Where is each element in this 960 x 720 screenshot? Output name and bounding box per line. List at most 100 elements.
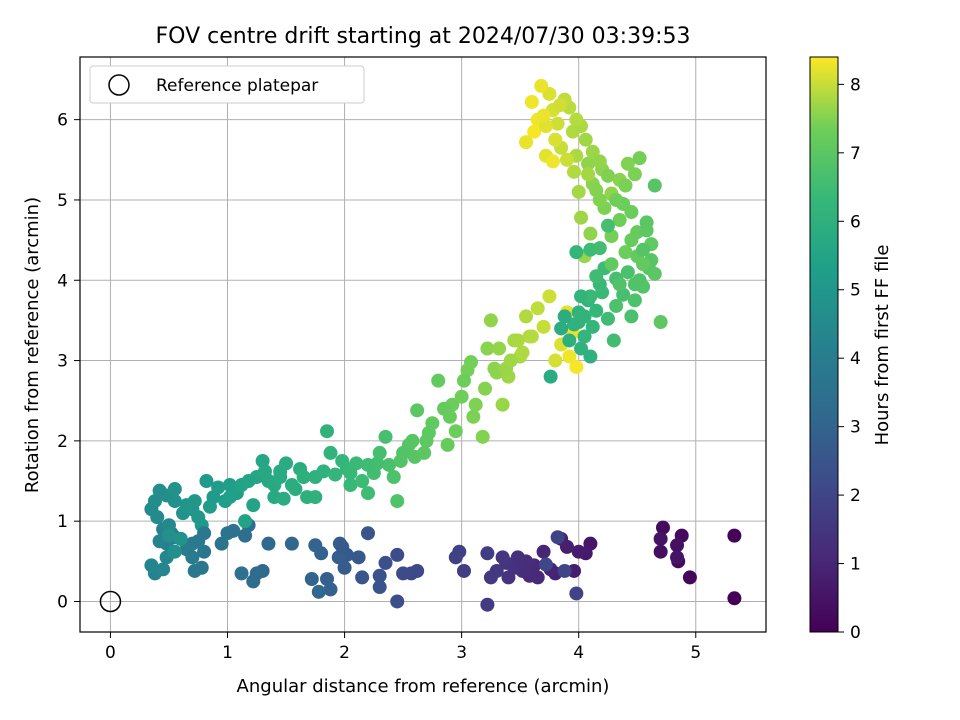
data-point — [386, 470, 401, 485]
data-point — [480, 341, 495, 356]
colorbar-tick-label: 2 — [850, 486, 861, 506]
colorbar-tick-label: 5 — [850, 281, 861, 301]
data-point — [199, 474, 214, 489]
data-point — [577, 329, 592, 344]
data-point — [167, 544, 182, 559]
data-point — [261, 536, 276, 551]
data-point — [604, 257, 619, 272]
data-point — [639, 215, 654, 230]
data-point — [510, 333, 525, 348]
x-tick-label: 2 — [339, 643, 350, 663]
data-point — [536, 319, 551, 334]
data-point — [647, 266, 662, 281]
data-point — [585, 144, 600, 159]
data-point — [337, 560, 352, 575]
colorbar-tick-label: 0 — [850, 623, 861, 643]
data-point — [578, 132, 593, 147]
data-point — [567, 164, 582, 179]
data-point — [246, 574, 261, 589]
y-tick-label: 5 — [57, 191, 68, 211]
data-point — [627, 293, 642, 308]
y-tick-label: 0 — [57, 592, 68, 612]
data-point — [296, 470, 311, 485]
data-point — [727, 591, 742, 606]
data-point — [483, 570, 498, 585]
data-point — [571, 544, 586, 559]
data-point — [562, 333, 577, 348]
data-point — [569, 245, 584, 260]
data-point — [478, 381, 493, 396]
data-point — [335, 539, 350, 554]
y-tick-label: 1 — [57, 512, 68, 532]
data-point — [214, 536, 229, 551]
data-point — [390, 494, 405, 509]
x-axis-label: Angular distance from reference (arcmin) — [237, 676, 610, 697]
data-point — [543, 369, 558, 384]
data-point — [538, 119, 553, 134]
data-point — [548, 132, 563, 147]
legend-marker-icon — [108, 74, 130, 96]
data-point — [527, 124, 542, 139]
data-point — [355, 474, 370, 489]
data-point — [161, 528, 176, 543]
data-point — [257, 464, 272, 479]
data-point — [612, 277, 627, 292]
data-point — [456, 563, 471, 578]
data-point — [440, 437, 455, 452]
data-point — [431, 373, 446, 388]
data-point — [187, 494, 202, 509]
data-point — [323, 445, 338, 460]
data-point — [167, 482, 182, 497]
data-point — [492, 341, 507, 356]
data-point — [288, 482, 303, 497]
data-point — [156, 562, 171, 577]
y-axis-ticks: 0 1 2 3 4 5 6 — [57, 111, 80, 612]
data-point — [466, 409, 481, 424]
data-point — [632, 151, 647, 166]
data-point — [378, 429, 393, 444]
data-point — [636, 242, 651, 257]
data-point — [147, 494, 162, 509]
data-point — [448, 424, 463, 439]
data-point — [238, 528, 253, 543]
data-point — [574, 210, 589, 225]
data-point — [351, 550, 366, 565]
data-point — [343, 478, 358, 493]
data-point — [191, 534, 206, 549]
y-axis-label: Rotation from reference (arcmin) — [22, 197, 43, 493]
data-point — [618, 245, 633, 260]
data-point — [600, 311, 615, 326]
colorbar-tick-label: 4 — [850, 349, 861, 369]
data-point — [396, 445, 411, 460]
data-point — [592, 241, 607, 256]
data-point — [167, 494, 182, 509]
data-point — [653, 544, 668, 559]
data-point — [574, 341, 589, 356]
data-point — [581, 156, 596, 171]
data-point — [627, 167, 642, 182]
data-point — [589, 303, 604, 318]
data-point — [360, 486, 375, 501]
colorbar-tick-label: 6 — [850, 212, 861, 232]
colorbar: 0 1 2 3 4 5 6 7 8 Hours from first FF file — [809, 56, 893, 643]
x-axis-ticks: 0 1 2 3 4 5 — [105, 632, 701, 663]
data-point — [550, 116, 565, 131]
data-point — [600, 218, 615, 233]
data-point — [515, 345, 530, 360]
y-tick-label: 2 — [57, 432, 68, 452]
data-point — [569, 586, 584, 601]
data-point — [559, 152, 574, 167]
data-point — [372, 568, 387, 583]
data-point — [220, 526, 235, 541]
data-point — [653, 315, 668, 330]
data-point — [589, 183, 604, 198]
data-point — [589, 269, 604, 284]
x-tick-label: 4 — [573, 643, 584, 663]
plot-frame — [79, 56, 767, 633]
legend-box — [89, 65, 365, 104]
data-point — [581, 167, 596, 182]
data-point — [536, 544, 551, 559]
chart-title: FOV centre drift starting at 2024/07/30 … — [156, 24, 691, 49]
colorbar-tick-label: 3 — [850, 418, 861, 438]
